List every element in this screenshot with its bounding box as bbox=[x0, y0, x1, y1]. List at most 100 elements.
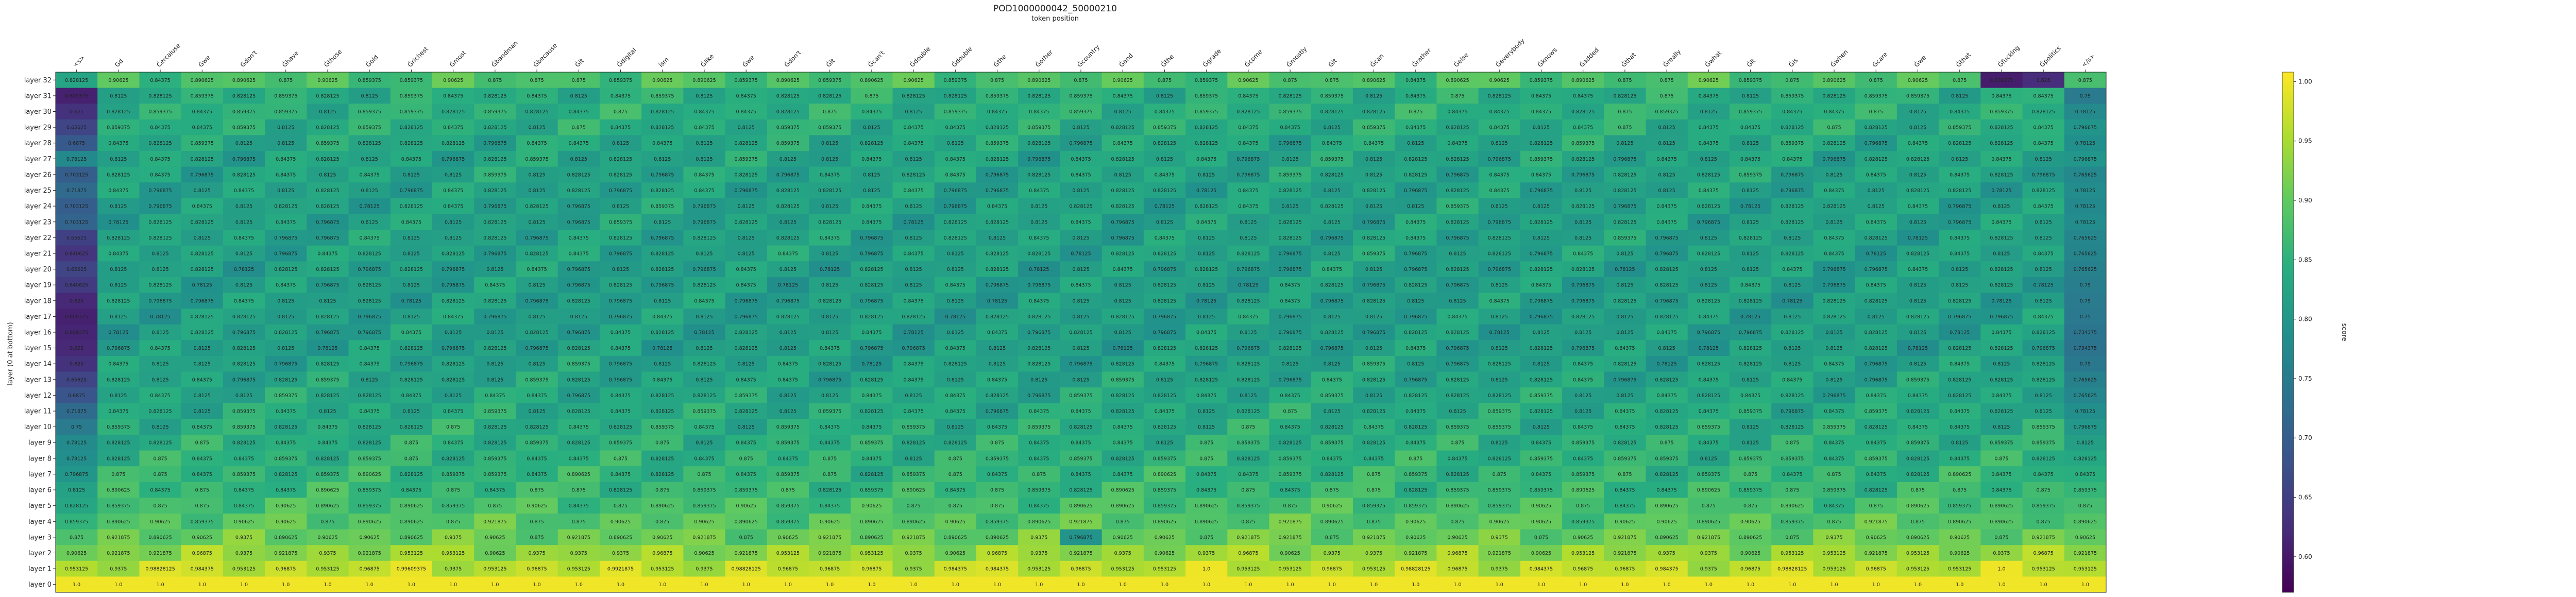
cell-value-label: 0.796875 bbox=[525, 298, 548, 304]
cell-value-label: 0.796875 bbox=[525, 235, 548, 241]
heatmap-cell bbox=[1436, 151, 1479, 167]
cell-value-label: 0.8125 bbox=[779, 393, 796, 399]
heatmap-cell bbox=[641, 450, 684, 467]
cell-value-label: 0.953125 bbox=[1111, 567, 1134, 572]
heatmap-cell bbox=[1896, 119, 1939, 135]
heatmap-cell bbox=[1939, 403, 1981, 419]
heatmap-cell bbox=[223, 355, 265, 372]
cell-value-label: 0.921875 bbox=[1362, 535, 1385, 540]
cell-value-label: 0.8125 bbox=[1825, 219, 1842, 225]
heatmap-cell bbox=[1813, 261, 1856, 278]
heatmap-cell bbox=[1101, 309, 1144, 325]
cell-value-label: 0.8125 bbox=[110, 267, 127, 272]
heatmap-cell bbox=[1813, 88, 1856, 104]
heatmap-cell bbox=[1520, 166, 1563, 183]
heatmap-cell bbox=[1395, 482, 1437, 498]
heatmap-cell bbox=[1604, 88, 1646, 104]
heatmap-cell bbox=[1813, 135, 1856, 151]
heatmap-cell bbox=[1311, 88, 1353, 104]
cell-value-label: 0.84375 bbox=[1238, 125, 1258, 131]
cell-value-label: 0.96875 bbox=[276, 567, 296, 572]
cell-value-label: 0.8125 bbox=[1574, 393, 1591, 399]
cell-value-label: 0.828125 bbox=[525, 109, 548, 115]
cell-value-label: 0.8125 bbox=[528, 219, 545, 225]
heatmap-cell bbox=[1729, 545, 1772, 561]
cell-value-label: 0.84375 bbox=[1615, 346, 1635, 351]
cell-value-label: 0.875 bbox=[1618, 78, 1632, 83]
cell-value-label: 0.828125 bbox=[776, 314, 800, 320]
cell-value-label: 0.828125 bbox=[1027, 93, 1050, 99]
cell-value-label: 0.84375 bbox=[1573, 424, 1593, 430]
heatmap-cell bbox=[1729, 104, 1772, 120]
heatmap-cell bbox=[1939, 419, 1981, 435]
heatmap-cell bbox=[2064, 529, 2107, 545]
heatmap-cell bbox=[767, 198, 809, 214]
heatmap-cell bbox=[1227, 403, 1269, 419]
cell-value-label: 0.8125 bbox=[277, 298, 294, 304]
heatmap-cell bbox=[390, 434, 433, 451]
heatmap-cell bbox=[181, 151, 224, 167]
cell-value-label: 0.84375 bbox=[1950, 424, 1970, 430]
cell-value-label: 0.890625 bbox=[1027, 78, 1050, 83]
cell-value-label: 0.84375 bbox=[1740, 157, 1760, 162]
heatmap-cell bbox=[1729, 277, 1772, 293]
cell-value-label: 0.953125 bbox=[400, 551, 423, 556]
cell-value-label: 0.84375 bbox=[485, 488, 505, 493]
heatmap-cell bbox=[1771, 466, 1814, 483]
cell-value-label: 0.84375 bbox=[401, 330, 421, 336]
heatmap-cell bbox=[725, 450, 768, 467]
cell-value-label: 0.875 bbox=[948, 472, 962, 477]
heatmap-cell bbox=[1436, 482, 1479, 498]
cell-value-label: 0.828125 bbox=[525, 330, 548, 336]
heatmap-cell bbox=[223, 277, 265, 293]
heatmap-cell bbox=[892, 450, 935, 467]
cell-value-label: 0.828125 bbox=[692, 362, 716, 367]
heatmap-cell bbox=[1478, 214, 1521, 230]
heatmap-cell bbox=[474, 545, 516, 561]
cell-value-label: 0.8125 bbox=[612, 141, 629, 146]
cell-value-label: 0.890625 bbox=[232, 78, 256, 83]
heatmap-cell bbox=[1185, 340, 1228, 356]
cell-value-label: 0.84375 bbox=[1280, 283, 1300, 288]
heatmap-cell bbox=[976, 293, 1019, 309]
heatmap-cell bbox=[976, 261, 1019, 278]
cell-value-label: 0.875 bbox=[1032, 472, 1046, 477]
cell-value-label: 0.828125 bbox=[1362, 440, 1385, 446]
heatmap-cell bbox=[1687, 151, 1730, 167]
heatmap-cell bbox=[307, 277, 349, 293]
heatmap-cell bbox=[1896, 545, 1939, 561]
cell-value-label: 0.828125 bbox=[1320, 109, 1344, 115]
heatmap-cell bbox=[223, 245, 265, 262]
cell-value-label: 0.859375 bbox=[316, 141, 339, 146]
heatmap-cell bbox=[1520, 529, 1563, 545]
heatmap-cell bbox=[767, 72, 809, 89]
cell-value-label: 0.8125 bbox=[2035, 298, 2052, 304]
cell-value-label: 0.859375 bbox=[358, 488, 381, 493]
heatmap-cell bbox=[1311, 466, 1353, 483]
heatmap-cell bbox=[1060, 135, 1103, 151]
cell-value-label: 0.8125 bbox=[403, 409, 420, 415]
heatmap-cell bbox=[851, 387, 893, 404]
cell-value-label: 0.84375 bbox=[1656, 219, 1676, 225]
heatmap-cell bbox=[265, 371, 307, 388]
heatmap-cell bbox=[892, 545, 935, 561]
cell-value-label: 0.828125 bbox=[1906, 157, 1929, 162]
heatmap-cell bbox=[390, 119, 433, 135]
heatmap-cell bbox=[516, 261, 558, 278]
heatmap-cell bbox=[1478, 513, 1521, 530]
heatmap-cell bbox=[1395, 340, 1437, 356]
cell-value-label: 0.84375 bbox=[1866, 440, 1886, 446]
cell-value-label: 0.9375 bbox=[1491, 567, 1508, 572]
heatmap-cell bbox=[1101, 324, 1144, 340]
heatmap-cell bbox=[1646, 72, 1688, 89]
cell-value-label: 0.875 bbox=[1199, 535, 1213, 540]
cell-value-label: 0.953125 bbox=[1571, 551, 1595, 556]
cell-value-label: 0.84375 bbox=[1824, 188, 1844, 194]
cell-value-label: 0.84375 bbox=[1991, 488, 2011, 493]
cell-value-label: 0.796875 bbox=[609, 298, 632, 304]
heatmap-cell bbox=[1562, 293, 1604, 309]
cell-value-label: 0.859375 bbox=[735, 157, 758, 162]
cell-value-label: 0.828125 bbox=[148, 141, 172, 146]
heatmap-cell bbox=[1562, 324, 1604, 340]
cell-value-label: 0.8125 bbox=[1909, 283, 1926, 288]
